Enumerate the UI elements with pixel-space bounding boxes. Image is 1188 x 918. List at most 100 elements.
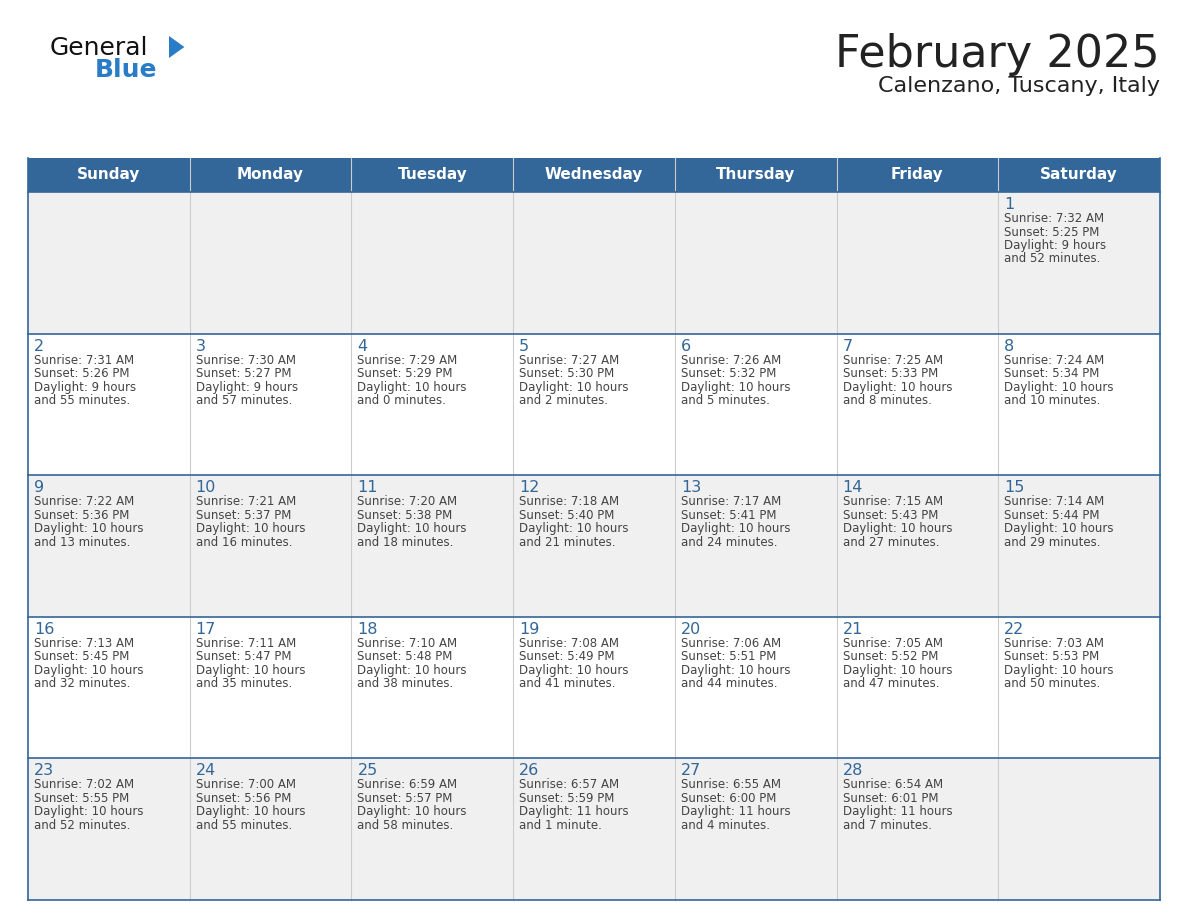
Text: Sunrise: 6:54 AM: Sunrise: 6:54 AM (842, 778, 943, 791)
Text: Sunrise: 7:18 AM: Sunrise: 7:18 AM (519, 495, 619, 509)
Text: Sunset: 5:44 PM: Sunset: 5:44 PM (1004, 509, 1100, 521)
Text: Sunset: 5:48 PM: Sunset: 5:48 PM (358, 650, 453, 664)
Text: 2: 2 (34, 339, 44, 353)
Bar (29, 158, 1159, 192)
Text: Saturday: Saturday (1041, 167, 1118, 183)
Text: and 50 minutes.: and 50 minutes. (1004, 677, 1100, 690)
Text: and 27 minutes.: and 27 minutes. (842, 536, 939, 549)
Text: Sunrise: 7:05 AM: Sunrise: 7:05 AM (842, 637, 942, 650)
Text: and 52 minutes.: and 52 minutes. (34, 819, 131, 832)
Text: Sunset: 5:52 PM: Sunset: 5:52 PM (842, 650, 939, 664)
Text: Sunset: 5:43 PM: Sunset: 5:43 PM (842, 509, 939, 521)
Polygon shape (169, 36, 184, 58)
Text: Sunset: 5:59 PM: Sunset: 5:59 PM (519, 792, 614, 805)
Text: and 41 minutes.: and 41 minutes. (519, 677, 615, 690)
Text: Sunrise: 7:17 AM: Sunrise: 7:17 AM (681, 495, 781, 509)
Text: and 32 minutes.: and 32 minutes. (34, 677, 131, 690)
Text: 7: 7 (842, 339, 853, 353)
Text: and 4 minutes.: and 4 minutes. (681, 819, 770, 832)
Text: Sunset: 5:55 PM: Sunset: 5:55 PM (34, 792, 129, 805)
Text: 20: 20 (681, 621, 701, 637)
Text: and 7 minutes.: and 7 minutes. (842, 819, 931, 832)
Text: Monday: Monday (238, 167, 304, 183)
Text: Daylight: 11 hours: Daylight: 11 hours (842, 805, 953, 819)
Text: 13: 13 (681, 480, 701, 495)
Text: and 47 minutes.: and 47 minutes. (842, 677, 939, 690)
Text: Sunrise: 7:02 AM: Sunrise: 7:02 AM (34, 778, 134, 791)
Bar (29, 617, 1159, 758)
Text: 4: 4 (358, 339, 367, 353)
Text: Sunset: 5:36 PM: Sunset: 5:36 PM (34, 509, 129, 521)
Text: 3: 3 (196, 339, 206, 353)
Text: 27: 27 (681, 764, 701, 778)
Text: Daylight: 10 hours: Daylight: 10 hours (358, 381, 467, 394)
Text: Sunset: 5:40 PM: Sunset: 5:40 PM (519, 509, 614, 521)
Text: Sunrise: 7:13 AM: Sunrise: 7:13 AM (34, 637, 134, 650)
Text: 23: 23 (34, 764, 55, 778)
Text: Sunrise: 7:14 AM: Sunrise: 7:14 AM (1004, 495, 1105, 509)
Text: Sunrise: 7:30 AM: Sunrise: 7:30 AM (196, 353, 296, 366)
Text: Sunset: 5:41 PM: Sunset: 5:41 PM (681, 509, 776, 521)
Text: Daylight: 10 hours: Daylight: 10 hours (196, 805, 305, 819)
Text: 28: 28 (842, 764, 862, 778)
Text: and 24 minutes.: and 24 minutes. (681, 536, 777, 549)
Text: 21: 21 (842, 621, 862, 637)
Text: 17: 17 (196, 621, 216, 637)
Text: Daylight: 10 hours: Daylight: 10 hours (1004, 381, 1114, 394)
Text: 6: 6 (681, 339, 691, 353)
Text: Sunset: 5:57 PM: Sunset: 5:57 PM (358, 792, 453, 805)
Text: Friday: Friday (891, 167, 943, 183)
Text: Daylight: 10 hours: Daylight: 10 hours (196, 522, 305, 535)
Text: and 13 minutes.: and 13 minutes. (34, 536, 131, 549)
Text: and 5 minutes.: and 5 minutes. (681, 394, 770, 407)
Text: Daylight: 11 hours: Daylight: 11 hours (681, 805, 790, 819)
Text: Sunrise: 6:59 AM: Sunrise: 6:59 AM (358, 778, 457, 791)
Text: Sunset: 5:33 PM: Sunset: 5:33 PM (842, 367, 937, 380)
Text: 22: 22 (1004, 621, 1024, 637)
Text: Daylight: 10 hours: Daylight: 10 hours (34, 664, 144, 677)
Text: Sunrise: 7:24 AM: Sunrise: 7:24 AM (1004, 353, 1105, 366)
Text: Daylight: 11 hours: Daylight: 11 hours (519, 805, 628, 819)
Text: Daylight: 9 hours: Daylight: 9 hours (196, 381, 298, 394)
Text: Sunset: 5:45 PM: Sunset: 5:45 PM (34, 650, 129, 664)
Text: 15: 15 (1004, 480, 1025, 495)
Text: Daylight: 10 hours: Daylight: 10 hours (842, 381, 952, 394)
Text: Sunrise: 7:20 AM: Sunrise: 7:20 AM (358, 495, 457, 509)
Text: Daylight: 10 hours: Daylight: 10 hours (1004, 522, 1114, 535)
Bar (29, 476, 1159, 617)
Text: Sunrise: 7:27 AM: Sunrise: 7:27 AM (519, 353, 619, 366)
Text: Sunset: 5:32 PM: Sunset: 5:32 PM (681, 367, 776, 380)
Text: 18: 18 (358, 621, 378, 637)
Text: and 8 minutes.: and 8 minutes. (842, 394, 931, 407)
Text: Sunrise: 7:22 AM: Sunrise: 7:22 AM (34, 495, 134, 509)
Text: Sunset: 5:37 PM: Sunset: 5:37 PM (196, 509, 291, 521)
Text: General: General (50, 36, 148, 60)
Text: Sunrise: 7:03 AM: Sunrise: 7:03 AM (1004, 637, 1105, 650)
Text: Sunset: 6:01 PM: Sunset: 6:01 PM (842, 792, 939, 805)
Text: Blue: Blue (95, 58, 158, 82)
Text: Sunset: 5:29 PM: Sunset: 5:29 PM (358, 367, 453, 380)
Text: and 2 minutes.: and 2 minutes. (519, 394, 608, 407)
Text: Sunrise: 6:55 AM: Sunrise: 6:55 AM (681, 778, 781, 791)
Text: and 35 minutes.: and 35 minutes. (196, 677, 292, 690)
Text: February 2025: February 2025 (835, 33, 1159, 76)
Text: Daylight: 10 hours: Daylight: 10 hours (842, 522, 952, 535)
Text: Sunrise: 6:57 AM: Sunrise: 6:57 AM (519, 778, 619, 791)
Text: Sunset: 5:27 PM: Sunset: 5:27 PM (196, 367, 291, 380)
Text: Daylight: 10 hours: Daylight: 10 hours (842, 664, 952, 677)
Text: and 57 minutes.: and 57 minutes. (196, 394, 292, 407)
Text: Sunset: 5:34 PM: Sunset: 5:34 PM (1004, 367, 1100, 380)
Text: and 0 minutes.: and 0 minutes. (358, 394, 447, 407)
Text: and 55 minutes.: and 55 minutes. (196, 819, 292, 832)
Text: 24: 24 (196, 764, 216, 778)
Text: Daylight: 10 hours: Daylight: 10 hours (519, 664, 628, 677)
Text: Sunday: Sunday (77, 167, 140, 183)
Text: Daylight: 9 hours: Daylight: 9 hours (34, 381, 137, 394)
Text: Calenzano, Tuscany, Italy: Calenzano, Tuscany, Italy (878, 76, 1159, 96)
Text: Thursday: Thursday (716, 167, 796, 183)
Text: 1: 1 (1004, 197, 1015, 212)
Text: and 21 minutes.: and 21 minutes. (519, 536, 615, 549)
Text: Sunset: 5:25 PM: Sunset: 5:25 PM (1004, 226, 1100, 239)
Text: Sunset: 5:53 PM: Sunset: 5:53 PM (1004, 650, 1100, 664)
Text: and 29 minutes.: and 29 minutes. (1004, 536, 1101, 549)
